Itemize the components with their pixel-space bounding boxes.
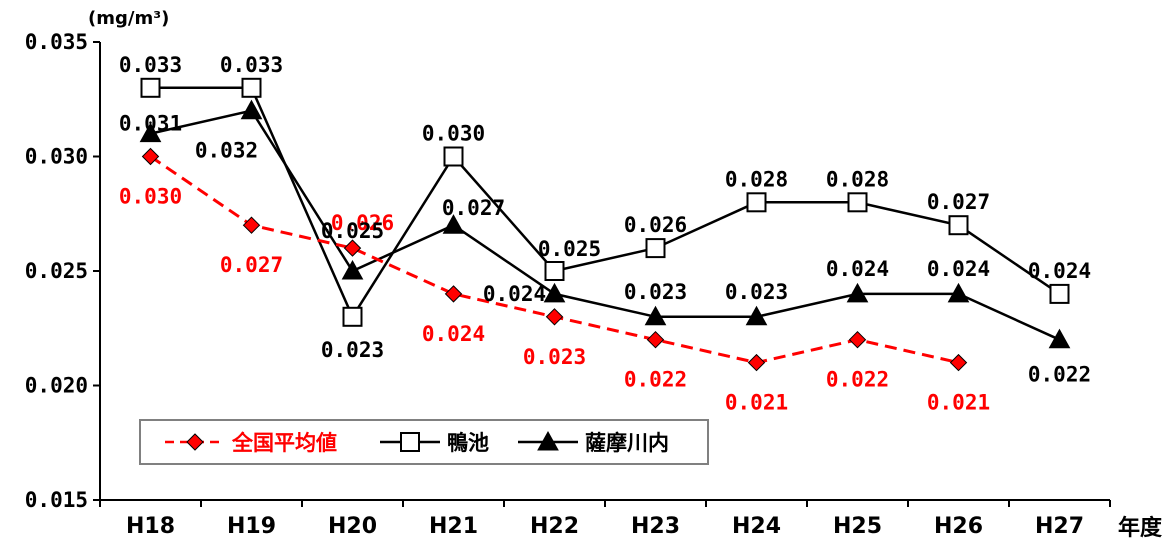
y-tick-label: 0.030: [25, 145, 88, 169]
series-2: [139, 99, 1071, 349]
x-tick-label: H27: [1035, 514, 1084, 539]
diamond-marker: [949, 353, 968, 372]
diamond-marker: [444, 285, 463, 303]
x-tick-label: H18: [126, 514, 175, 539]
y-tick-label: 0.020: [25, 374, 88, 398]
triangle-marker: [846, 282, 869, 303]
data-label: 0.025: [321, 219, 384, 243]
triangle-marker: [341, 259, 364, 280]
triangle-marker: [537, 430, 559, 451]
data-label: 0.023: [321, 338, 384, 362]
triangle-marker: [543, 282, 566, 303]
data-label: 0.021: [927, 391, 990, 415]
triangle-marker: [947, 282, 970, 303]
y-tick-label: 0.025: [25, 259, 88, 283]
data-label: 0.028: [725, 167, 788, 191]
data-label: 0.024: [826, 257, 889, 281]
square-marker: [544, 261, 565, 281]
x-tick-label: H25: [833, 514, 882, 539]
diamond-marker: [343, 239, 362, 257]
data-labels: 0.030 0.027 0.026 0.024 0.023 0.022 0.021 0.022…: [119, 53, 1091, 415]
x-unit-label: 年度: [1118, 515, 1163, 541]
x-tick-label: H26: [934, 514, 983, 539]
legend-label: 鴨池: [447, 431, 489, 455]
square-marker: [746, 192, 767, 213]
diamond-marker: [141, 147, 160, 166]
data-label: 0.027: [927, 190, 990, 214]
legend-item: 鴨池: [380, 431, 489, 455]
square-marker: [1049, 283, 1070, 304]
diamond-marker: [646, 330, 665, 349]
data-label: 0.031: [119, 112, 182, 136]
data-label: 0.027: [220, 253, 283, 277]
data-label: 0.026: [624, 213, 687, 237]
data-label: 0.022: [1028, 363, 1091, 387]
square-marker: [400, 432, 420, 452]
triangle-marker: [442, 214, 465, 234]
data-label: 0.023: [725, 280, 788, 304]
triangle-marker: [1048, 328, 1071, 349]
x-tick-label: H19: [227, 514, 276, 539]
square-marker: [847, 192, 868, 213]
data-label: 0.027: [442, 196, 505, 220]
diamond-marker: [848, 330, 867, 349]
x-tick-label: H21: [429, 514, 478, 539]
series-line: [150, 109, 1061, 341]
data-label: 0.023: [523, 345, 586, 369]
legend-item: 全国平均値: [165, 431, 337, 455]
data-label: 0.024: [483, 282, 546, 306]
data-label: 0.024: [422, 322, 485, 346]
legend: 全国平均値 鴨池 薩摩川内: [139, 419, 709, 465]
square-marker: [443, 146, 464, 167]
triangle-marker: [644, 305, 667, 326]
data-label: 0.033: [119, 53, 182, 77]
y-unit-label: (mg/m³): [88, 8, 169, 29]
y-tick-label: 0.035: [25, 30, 88, 54]
square-marker: [948, 215, 969, 236]
triangle-marker: [240, 99, 263, 120]
diamond-marker: [545, 308, 564, 326]
diamond-marker: [186, 433, 204, 451]
x-tick-label: H24: [732, 514, 781, 539]
x-tick-label: H20: [328, 514, 377, 539]
y-tick-label: 0.015: [25, 488, 88, 512]
square-marker: [342, 306, 363, 327]
square-marker: [241, 77, 262, 98]
square-marker: [645, 238, 666, 259]
data-label: 0.033: [220, 53, 283, 77]
legend-label: 薩摩川内: [585, 431, 669, 455]
x-tick-label: H23: [631, 514, 680, 539]
triangle-marker: [745, 305, 768, 326]
data-label: 0.024: [1028, 259, 1091, 283]
data-label: 0.021: [725, 391, 788, 415]
triangle-marker: [139, 122, 162, 143]
data-label: 0.026: [331, 211, 394, 235]
square-marker: [140, 77, 161, 98]
series-line: [150, 86, 1061, 320]
data-label: 0.030: [422, 122, 485, 146]
data-label: 0.025: [538, 237, 601, 261]
diamond-marker: [242, 216, 261, 234]
data-label: 0.028: [826, 167, 889, 191]
diamond-marker: [747, 353, 766, 372]
series-layer: [139, 77, 1071, 372]
data-label: 0.032: [195, 139, 258, 163]
data-label: 0.030: [119, 185, 182, 209]
series-1: [140, 77, 1070, 327]
legend-label: 全国平均値: [231, 431, 337, 455]
x-tick-label: H22: [530, 514, 579, 539]
data-label: 0.024: [927, 257, 990, 281]
data-label: 0.022: [826, 368, 889, 392]
axes: 0.015 0.020 0.025 0.030 0.035 H18 H19 H20 H21 H22…: [25, 8, 1163, 541]
data-label: 0.022: [624, 368, 687, 392]
data-label: 0.023: [624, 280, 687, 304]
series-0: [141, 147, 968, 372]
legend-item: 薩摩川内: [518, 430, 669, 455]
